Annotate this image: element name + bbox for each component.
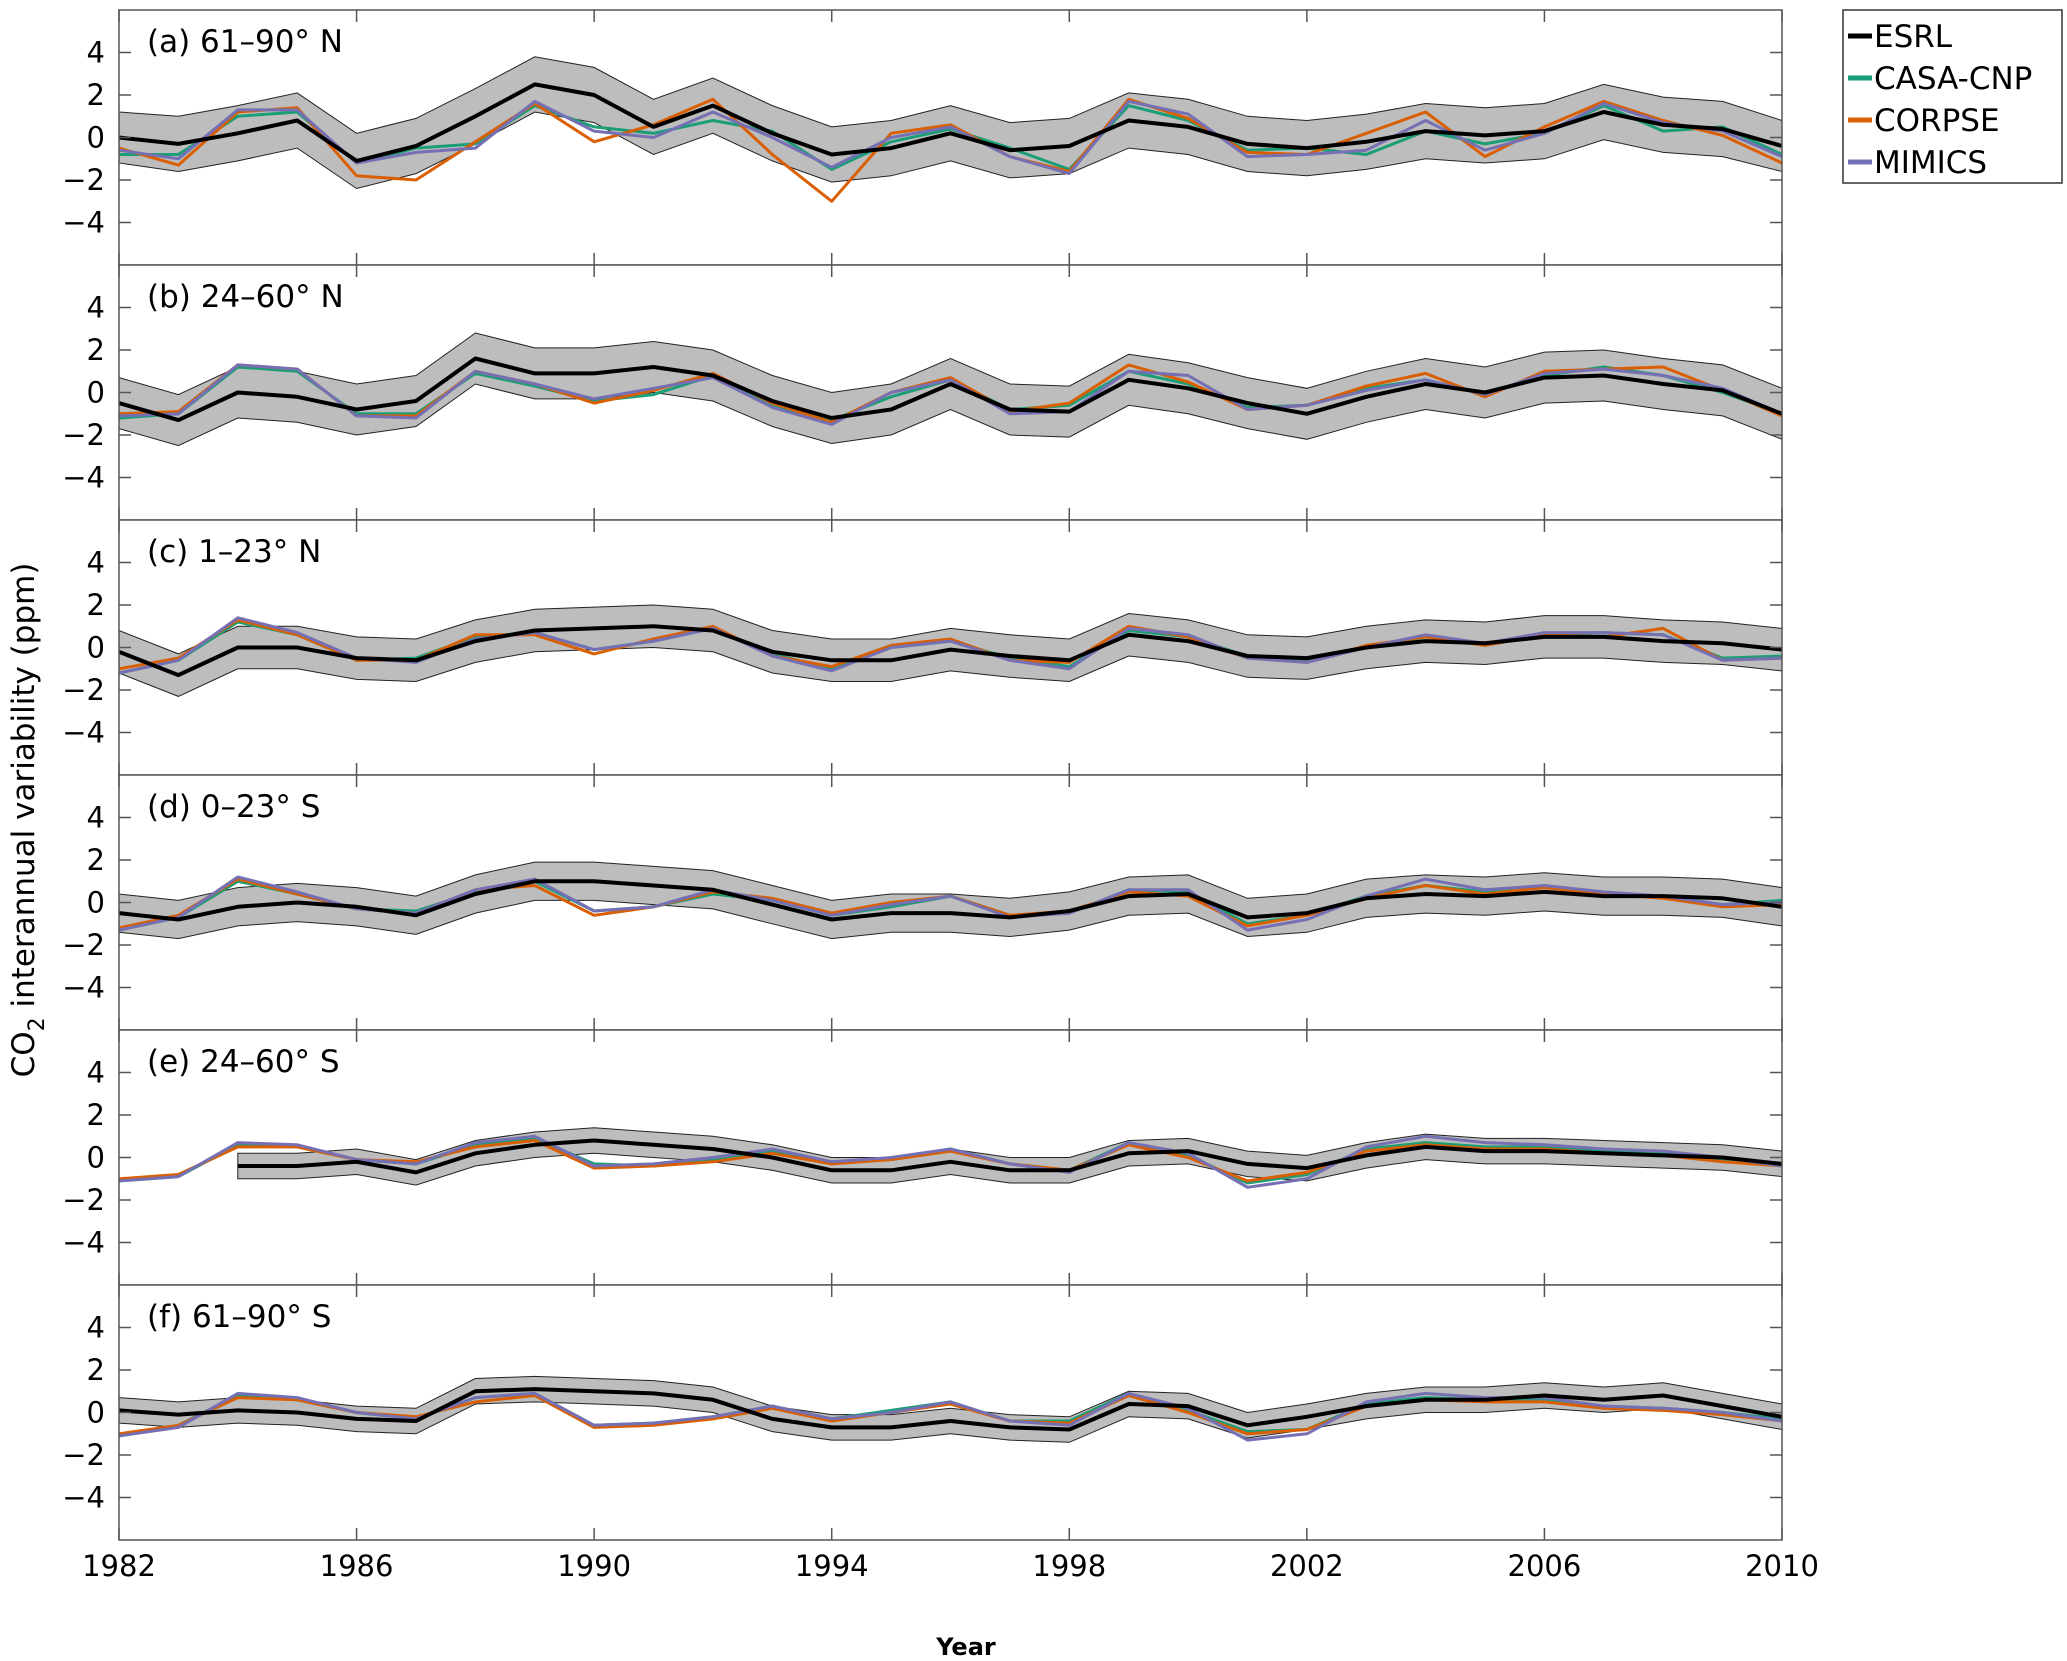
y-tick-label: −2: [62, 673, 105, 707]
x-tick-label: 1990: [557, 1549, 631, 1583]
y-tick-label: −2: [62, 1438, 105, 1472]
y-tick-label: 0: [87, 1141, 105, 1175]
y-tick-label: 2: [87, 78, 105, 112]
y-tick-label: −2: [62, 928, 105, 962]
y-tick-label: 2: [87, 843, 105, 877]
panel-label: (c) 1–23° N: [147, 534, 321, 570]
y-axis-title-subscript: 2: [25, 1017, 50, 1031]
x-tick-label: 2006: [1508, 1549, 1582, 1583]
x-tick-label: 1998: [1032, 1549, 1106, 1583]
series-line-casa-cnp: [119, 104, 1783, 171]
y-tick-label: 4: [87, 36, 105, 70]
y-tick-label: −2: [62, 418, 105, 452]
series-line-esrl: [237, 1138, 1783, 1175]
y-tick-label: 4: [87, 801, 105, 835]
y-tick-label: −4: [62, 206, 105, 240]
y-tick-label: 0: [87, 121, 105, 155]
y-tick-label: 2: [87, 588, 105, 622]
y-tick-label: 4: [87, 1056, 105, 1090]
panel-d: −4 −2 0 2 4 (d) 0–23° S: [62, 774, 1783, 1031]
y-axis-title: CO2 interannual variability (ppm): [6, 563, 50, 1078]
series-line-esrl: [118, 1387, 1783, 1432]
panel-f: −4 −2 0 2 4 (f) 61–90° S: [62, 1284, 1783, 1541]
panel-label: (b) 24–60° N: [147, 279, 344, 315]
y-tick-label: −2: [62, 1183, 105, 1217]
panel-label: (f) 61–90° S: [147, 1299, 331, 1335]
y-tick-label: −2: [62, 163, 105, 197]
x-tick-label: 1994: [795, 1549, 869, 1583]
panel-label: (e) 24–60° S: [147, 1044, 340, 1080]
panel-label: (a) 61–90° N: [147, 24, 343, 60]
y-tick-label: 0: [87, 376, 105, 410]
x-tick-label: 2002: [1270, 1549, 1344, 1583]
y-tick-label: 2: [87, 333, 105, 367]
legend-label-casa-cnp: CASA-CNP: [1874, 61, 2032, 97]
y-tick-label: 0: [87, 631, 105, 665]
y-tick-label: 4: [87, 291, 105, 325]
x-tick-label: 2010: [1745, 1549, 1819, 1583]
y-tick-label: 0: [87, 886, 105, 920]
series-line-mimics: [118, 99, 1783, 176]
y-tick-label: −4: [62, 716, 105, 750]
y-tick-label: 2: [87, 1098, 105, 1132]
x-tick-label: 1982: [82, 1549, 156, 1583]
y-tick-label: 2: [87, 1353, 105, 1387]
legend-label-corpse: CORPSE: [1874, 103, 2000, 139]
panel-e: −4 −2 0 2 4 (e) 24–60° S: [62, 1029, 1783, 1286]
panel-a: −4 −2 0 2 4 (a) 61–90° N: [62, 9, 1783, 266]
series-line-mimics: [118, 1134, 1783, 1189]
series-line-corpse: [118, 97, 1783, 203]
y-tick-label: 0: [87, 1396, 105, 1430]
legend-box: [1842, 9, 2063, 184]
y-tick-label: −4: [62, 971, 105, 1005]
y-axis-title-suffix: interannual variability (ppm): [6, 563, 42, 1018]
y-tick-label: −4: [62, 1481, 105, 1515]
y-tick-label: 4: [87, 1311, 105, 1345]
panel-c: −4 −2 0 2 4 (c) 1–23° N: [62, 519, 1783, 776]
series-line-esrl: [118, 356, 1783, 423]
series-line-esrl: [118, 624, 1783, 678]
panel-b: −4 −2 0 2 4 (b) 24–60° N: [62, 264, 1783, 521]
series-line-esrl: [118, 82, 1783, 163]
series-line-esrl: [118, 879, 1783, 922]
legend-label-mimics: MIMICS: [1874, 145, 1987, 181]
svg-text:CO2 interannual variability (p: CO2 interannual variability (ppm): [6, 563, 50, 1078]
y-tick-label: −4: [62, 1226, 105, 1260]
y-tick-label: −4: [62, 461, 105, 495]
panel-label: (d) 0–23° S: [147, 789, 320, 825]
y-tick-label: 4: [87, 546, 105, 580]
x-tick-label: 1986: [320, 1549, 394, 1583]
x-axis-title: Year: [935, 1633, 996, 1661]
y-axis-title-prefix: CO: [6, 1031, 42, 1077]
legend-label-esrl: ESRL: [1874, 19, 1953, 55]
legend: ESRL CASA-CNP CORPSE MIMICS: [1842, 9, 2063, 184]
